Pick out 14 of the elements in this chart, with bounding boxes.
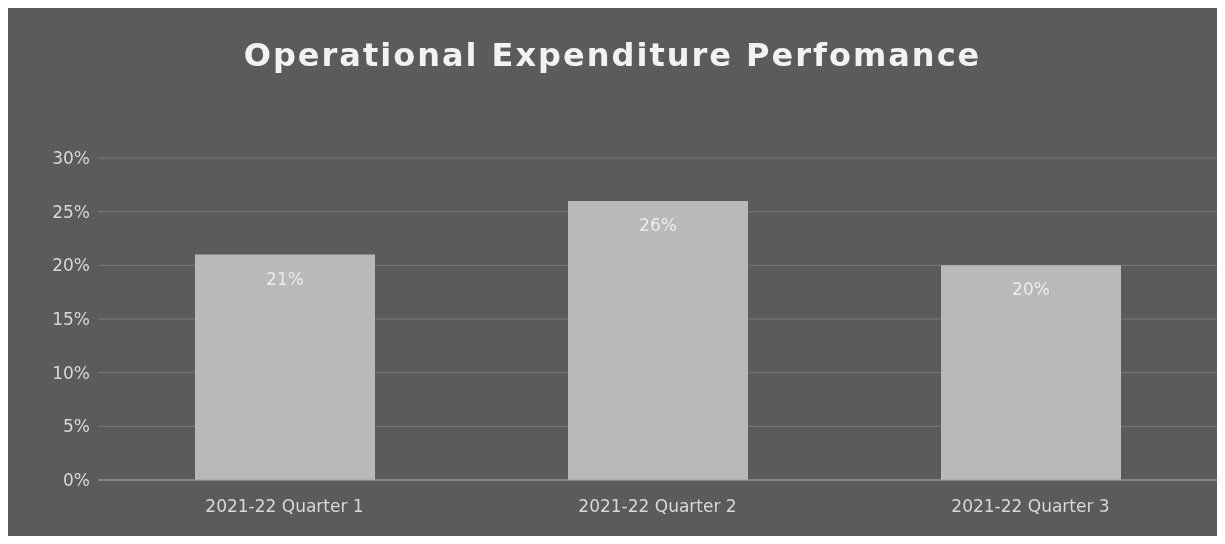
x-tick-label: 2021-22 Quarter 3 — [951, 496, 1110, 517]
y-tick-label: 30% — [52, 148, 90, 169]
bar — [941, 265, 1121, 480]
chart-title: Operational Expenditure Perfomance — [242, 36, 983, 74]
bar — [195, 254, 375, 480]
y-tick-label: 10% — [52, 362, 90, 383]
y-tick-label: 0% — [63, 470, 90, 491]
y-tick-label: 20% — [52, 255, 90, 276]
x-tick-label: 2021-22 Quarter 2 — [578, 496, 737, 517]
y-tick-label: 5% — [63, 416, 90, 437]
y-tick-label: 15% — [52, 309, 90, 330]
x-tick-label: 2021-22 Quarter 1 — [205, 496, 364, 517]
bar — [568, 200, 748, 480]
y-tick-label: 25% — [52, 201, 90, 222]
